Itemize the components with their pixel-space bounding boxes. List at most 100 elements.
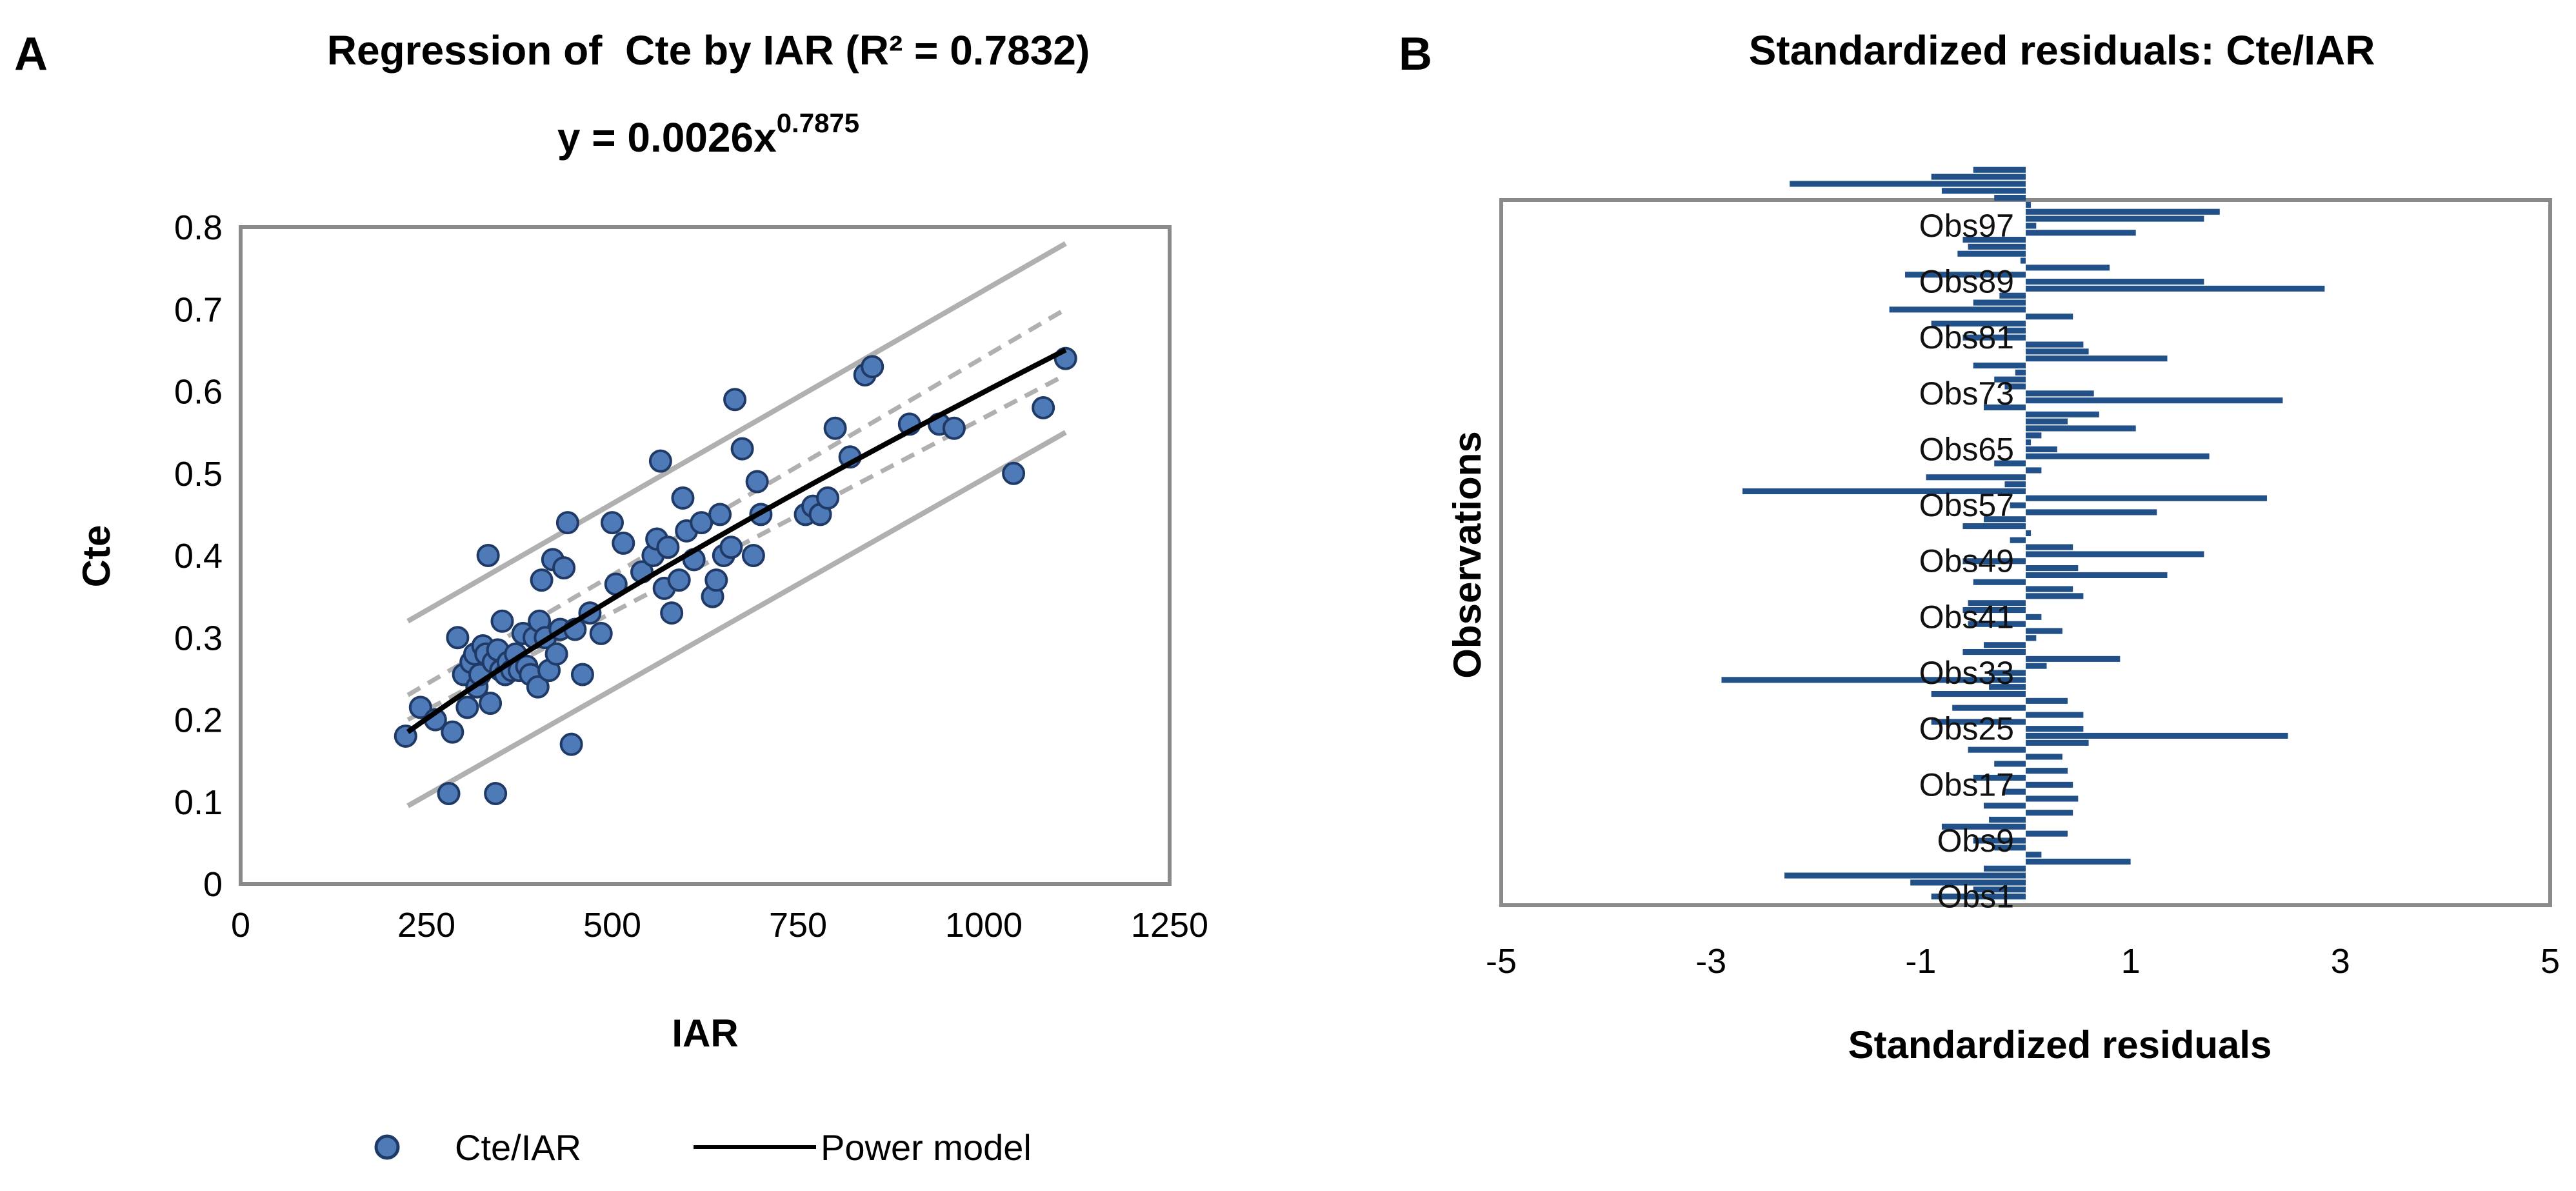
legend-points-label: Cte/IAR xyxy=(455,1127,581,1168)
observation-label: Obs89 xyxy=(1919,264,2014,300)
data-point xyxy=(530,568,554,592)
residual-bar xyxy=(2015,369,2026,375)
panel-a-x-tick-label: 1250 xyxy=(1131,906,1208,945)
panel-b-x-ticks: -5 -3 -1 1 3 5 xyxy=(1486,942,2560,981)
data-point xyxy=(446,626,470,650)
data-point xyxy=(723,388,747,412)
residual-bar xyxy=(1983,803,2026,809)
data-point xyxy=(552,556,576,580)
residual-bar xyxy=(1983,865,2026,872)
residual-bar xyxy=(1931,719,2026,725)
observation-label: Obs9 xyxy=(1937,823,2014,859)
panel-a-x-tick-label: 0 xyxy=(231,906,250,945)
residual-bar xyxy=(2026,495,2267,501)
data-point xyxy=(719,535,743,559)
residual-bar xyxy=(2026,614,2042,620)
panel-b-y-axis-label: Observations xyxy=(1446,431,1489,678)
residual-bar xyxy=(1994,460,2026,466)
panel-a-x-tick-label: 1000 xyxy=(945,906,1023,945)
residual-bar xyxy=(1973,886,2026,893)
panel-b-observation-labels: Obs1 Obs9 Obs17 Obs25 Obs33 Obs41 Obs49 Obs57 Ob… xyxy=(1919,208,2014,915)
residual-bar xyxy=(2026,781,2073,788)
observation-label: Obs65 xyxy=(1919,431,2014,467)
panel-a-title: Regression of Cte by IAR (R² = 0.7832) xyxy=(327,27,1090,74)
residual-bar xyxy=(2026,586,2073,592)
residual-bar xyxy=(2026,355,2168,362)
legend-points-marker xyxy=(374,1134,400,1160)
residual-bar xyxy=(2026,852,2042,858)
panel-a-y-ticks: 0 0.1 0.2 0.3 0.4 0.5 0.6 0.7 0.8 xyxy=(174,208,223,904)
data-point xyxy=(816,486,840,510)
observation-label: Obs17 xyxy=(1919,766,2014,803)
data-point xyxy=(570,663,594,686)
residual-bar xyxy=(1905,272,2026,278)
residual-bar xyxy=(2026,265,2110,271)
residual-bar xyxy=(1973,837,2026,844)
observation-label: Obs97 xyxy=(1919,208,2014,244)
residual-bar xyxy=(2026,663,2047,669)
residual-bar xyxy=(2026,208,2220,215)
data-point xyxy=(526,675,550,699)
residual-bar xyxy=(1973,363,2026,369)
panel-a-y-tick-label: 0.4 xyxy=(174,537,223,575)
residual-bar xyxy=(2004,481,2026,488)
residual-bar xyxy=(2026,530,2032,536)
data-point xyxy=(601,511,624,535)
data-point xyxy=(544,642,568,666)
panel-a-model-line xyxy=(406,347,1067,734)
residual-bar xyxy=(2026,726,2084,732)
residual-bar xyxy=(2026,565,2079,572)
residual-bar xyxy=(1968,746,2026,753)
residual-bar xyxy=(2026,432,2042,439)
data-point xyxy=(704,568,728,592)
residual-bar xyxy=(2026,544,2073,550)
residual-bar xyxy=(1784,872,2026,879)
residual-bar xyxy=(1910,879,2026,886)
residual-bar xyxy=(2026,628,2062,634)
data-point xyxy=(942,416,966,440)
residual-bar xyxy=(2026,768,2068,774)
residual-bar xyxy=(2026,397,2283,404)
observation-label: Obs41 xyxy=(1919,599,2014,635)
panel-a-x-tick-label: 250 xyxy=(397,906,455,945)
data-point xyxy=(648,449,672,473)
residual-bar xyxy=(1973,579,2026,585)
residual-bar xyxy=(2026,348,2089,355)
residual-bar xyxy=(1931,321,2026,327)
residual-bar xyxy=(1968,243,2026,250)
residual-bar xyxy=(2026,439,2032,446)
residual-bar xyxy=(2026,830,2068,837)
residual-bar xyxy=(1973,166,2026,173)
residual-bar xyxy=(2026,810,2073,816)
power-model-curve xyxy=(406,347,1067,734)
observation-label: Obs57 xyxy=(1919,487,2014,523)
data-point xyxy=(476,544,500,567)
residual-bar xyxy=(1962,523,2026,530)
panel-a-y-tick-label: 0.1 xyxy=(174,783,223,822)
residual-bar xyxy=(2026,635,2037,641)
legend: Cte/IAR Power model xyxy=(374,1127,1032,1168)
residual-bar xyxy=(2010,537,2026,543)
residual-bar xyxy=(1973,299,2026,306)
data-point xyxy=(667,568,691,592)
observation-label: Obs25 xyxy=(1919,711,2014,747)
residual-bar xyxy=(1941,823,2026,830)
prediction-interval-line xyxy=(406,241,1067,624)
panel-a-y-tick-label: 0.6 xyxy=(174,373,223,412)
residual-bar xyxy=(2026,551,2204,557)
residual-bar xyxy=(1994,376,2026,383)
residual-bar xyxy=(2026,215,2204,222)
observation-label: Obs81 xyxy=(1919,319,2014,355)
residual-bar xyxy=(2026,739,2089,746)
panel-a-equation-exponent: 0.7875 xyxy=(777,108,859,138)
panel-a-points xyxy=(394,346,1077,806)
residual-bar xyxy=(2026,390,2094,397)
residual-bar xyxy=(1742,488,2026,494)
panel-b-letter: B xyxy=(1399,28,1432,80)
residual-bar xyxy=(1721,677,2026,683)
residual-bar xyxy=(1889,306,2026,313)
data-point xyxy=(660,601,684,625)
panel-b-x-axis-label: Standardized residuals xyxy=(1848,1023,2272,1066)
data-point xyxy=(589,621,613,645)
